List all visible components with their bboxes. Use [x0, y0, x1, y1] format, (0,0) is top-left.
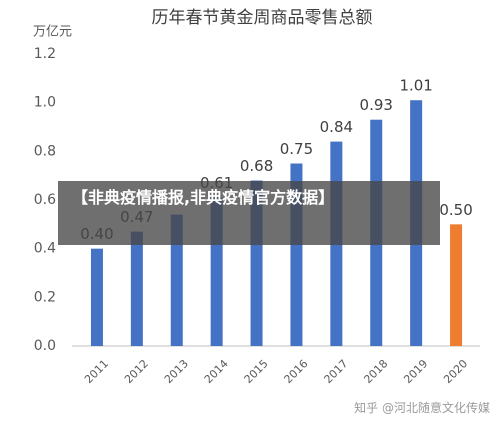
x-tick-label: 2013	[162, 357, 191, 386]
value-label: 0.50	[439, 201, 472, 219]
y-tick-label: 1.0	[34, 95, 56, 111]
y-tick-label: 0.4	[34, 241, 56, 257]
y-unit: 万亿元	[33, 25, 72, 40]
bar	[250, 180, 263, 346]
y-tick-label: 0.6	[34, 192, 56, 208]
x-tick-label: 2020	[441, 357, 470, 386]
bar	[130, 231, 143, 346]
value-label: 0.68	[240, 157, 273, 175]
x-tick-label: 2017	[322, 357, 351, 386]
y-tick-label: 0.0	[34, 338, 56, 354]
y-tick-label: 1.2	[34, 46, 56, 62]
x-tick-label: 2019	[401, 357, 430, 386]
y-tick-label: 0.2	[34, 289, 56, 305]
bar	[450, 224, 463, 346]
y-tick-label: 0.8	[34, 143, 56, 159]
chart-title: 历年春节黄金周商品零售总额	[152, 8, 373, 28]
x-tick-label: 2011	[82, 357, 111, 386]
x-tick-label: 2018	[361, 357, 390, 386]
x-tick-label: 2012	[122, 357, 151, 386]
x-tick-label: 2016	[282, 357, 311, 386]
x-tick-label: 2015	[242, 357, 271, 386]
value-label: 0.93	[360, 96, 393, 114]
x-tick-label: 2014	[202, 357, 231, 386]
banner: 【非典疫情播报,非典疫情官方数据】	[58, 181, 440, 245]
watermark: 知乎 @河北随意文化传媒	[354, 401, 490, 415]
value-label: 0.84	[320, 118, 353, 136]
value-label: 1.01	[399, 77, 432, 95]
value-label: 0.75	[280, 140, 313, 158]
bar	[170, 214, 183, 346]
bar	[90, 248, 103, 346]
